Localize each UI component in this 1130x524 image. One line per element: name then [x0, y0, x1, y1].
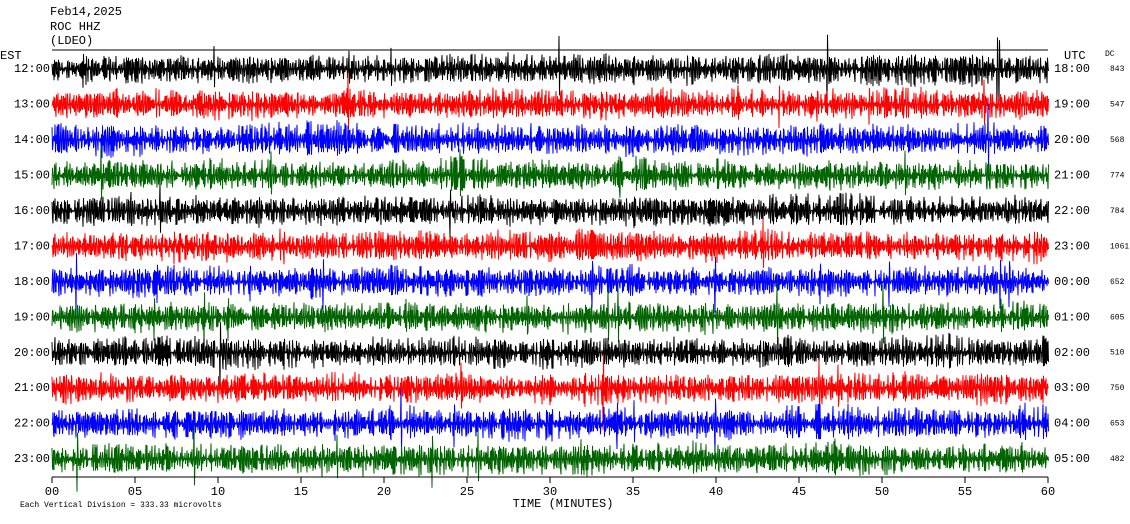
dc-value: 774 [1110, 171, 1125, 180]
utc-label: 22:00 [1054, 204, 1090, 218]
x-tick-label: 55 [958, 485, 972, 499]
title-line: Feb14,2025 [50, 5, 122, 19]
utc-label: 19:00 [1054, 98, 1090, 112]
dc-value: 482 [1110, 455, 1125, 464]
trace [51, 322, 1049, 391]
left-axis-label: EST [0, 49, 22, 63]
dc-value: 653 [1110, 420, 1125, 429]
est-label: 13:00 [14, 98, 50, 112]
traces [51, 34, 1049, 492]
dc-value: 652 [1110, 278, 1125, 287]
trace [51, 389, 1049, 455]
est-label: 14:00 [14, 133, 50, 147]
utc-label: 18:00 [1054, 62, 1090, 76]
est-label: 19:00 [14, 310, 50, 324]
utc-label: 20:00 [1054, 133, 1090, 147]
dc-value: 510 [1110, 349, 1125, 358]
x-tick-label: 25 [460, 485, 474, 499]
footnote: Each Vertical Division = 333.33 microvol… [20, 501, 222, 510]
dc-value: 568 [1110, 136, 1125, 145]
trace [51, 34, 1049, 112]
utc-label: 21:00 [1054, 169, 1090, 183]
trace [51, 426, 1049, 492]
x-tick-label: 40 [709, 485, 723, 499]
trace [51, 219, 1049, 268]
dc-value: 547 [1110, 101, 1125, 110]
est-label: 17:00 [14, 239, 50, 253]
est-label: 21:00 [14, 381, 50, 395]
right-axis-label: UTC [1064, 49, 1086, 63]
dc-value: 784 [1110, 207, 1125, 216]
x-tick-label: 45 [792, 485, 806, 499]
utc-label: 00:00 [1054, 275, 1090, 289]
x-axis-label: TIME (MINUTES) [513, 497, 614, 511]
est-label: 20:00 [14, 346, 50, 360]
trace [51, 145, 1049, 200]
x-tick-label: 00 [45, 485, 59, 499]
trace [51, 183, 1049, 238]
x-tick-label: 35 [626, 485, 640, 499]
est-label: 22:00 [14, 417, 50, 431]
x-tick-label: 50 [875, 485, 889, 499]
dc-value: 843 [1110, 65, 1125, 74]
dc-value: 1061 [1110, 242, 1129, 251]
x-tick-label: 30 [543, 485, 557, 499]
utc-label: 02:00 [1054, 346, 1090, 360]
x-tick-label: 20 [377, 485, 391, 499]
trace [51, 103, 1049, 169]
est-label: 12:00 [14, 62, 50, 76]
est-label: 15:00 [14, 169, 50, 183]
utc-label: 01:00 [1054, 310, 1090, 324]
x-tick-label: 15 [294, 485, 308, 499]
trace [51, 73, 1049, 130]
est-label: 16:00 [14, 204, 50, 218]
x-tick-label: 10 [211, 485, 225, 499]
title-line: ROC HHZ [50, 20, 100, 34]
x-tick-label: 05 [128, 485, 142, 499]
utc-label: 23:00 [1054, 239, 1090, 253]
trace [51, 282, 1049, 349]
est-label: 18:00 [14, 275, 50, 289]
dc-value: 605 [1110, 313, 1125, 322]
utc-label: 03:00 [1054, 381, 1090, 395]
x-tick-label: 60 [1041, 485, 1055, 499]
trace [51, 354, 1049, 430]
dc-label: DC [1105, 50, 1115, 59]
trace [51, 252, 1049, 318]
utc-label: 05:00 [1054, 452, 1090, 466]
title-line: (LDEO) [50, 34, 93, 48]
est-label: 23:00 [14, 452, 50, 466]
utc-label: 04:00 [1054, 417, 1090, 431]
dc-value: 750 [1110, 384, 1125, 393]
